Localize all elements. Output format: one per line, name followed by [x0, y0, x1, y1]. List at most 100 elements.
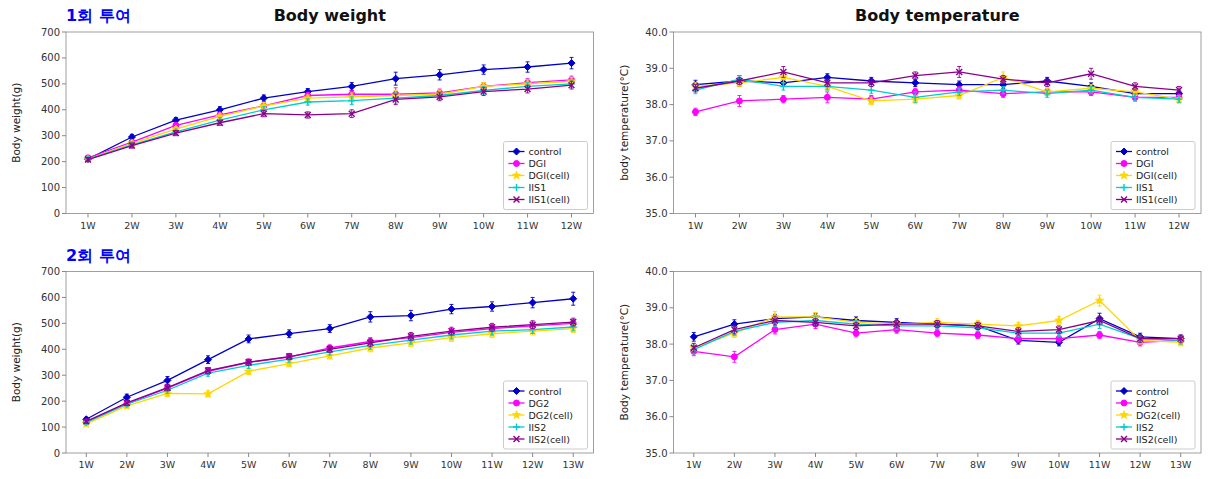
error-bar [328, 346, 332, 352]
point [1176, 96, 1183, 103]
x-tick [1003, 214, 1004, 218]
line [695, 77, 1179, 101]
x-tick [289, 453, 290, 457]
x-tick-label: 3W [168, 220, 184, 231]
line [88, 85, 572, 159]
legend-marker [1120, 171, 1129, 179]
x-tick-label: 4W [212, 220, 228, 231]
x-tick [1091, 214, 1092, 218]
legend-marker [1121, 197, 1127, 203]
error-bar [976, 331, 980, 338]
legend-marker [513, 424, 520, 431]
x-tick-label: 11W [1124, 220, 1146, 231]
series [85, 81, 574, 162]
x-tick [1099, 453, 1100, 457]
y-tick-label: 500 [41, 318, 60, 329]
point [956, 88, 963, 95]
error-bar [957, 66, 961, 77]
point [164, 377, 171, 384]
x-tick-label: 3W [767, 459, 783, 470]
point [1088, 87, 1095, 94]
point [894, 321, 900, 327]
x-tick-label: 7W [930, 459, 946, 470]
x-tick-label: 9W [403, 459, 419, 470]
annotation: 1회 투여 [66, 6, 131, 25]
legend-marker [514, 161, 520, 167]
point [304, 99, 311, 106]
legend-label: control [529, 146, 562, 157]
error-bar [218, 120, 222, 125]
panel: 35.036.037.038.039.040.01W2W3W4W5W6W7W8W… [618, 6, 1202, 231]
x-tick [208, 453, 209, 457]
point [912, 79, 919, 86]
annotation: 2회 투여 [66, 246, 131, 265]
error-bar [737, 96, 741, 107]
line [88, 80, 572, 158]
point [690, 333, 697, 340]
x-tick-label: 7W [322, 459, 338, 470]
point [772, 318, 778, 324]
point [173, 130, 179, 136]
error-bar [854, 322, 858, 329]
point [327, 346, 333, 352]
x-tick-label: 6W [889, 459, 905, 470]
point [1178, 336, 1184, 342]
y-tick [62, 297, 66, 298]
y-tick [62, 349, 66, 350]
point [436, 71, 443, 78]
point [813, 319, 819, 325]
x-tick-label: 8W [970, 459, 986, 470]
legend: controlDG2DG2(cell)IIS2IIS2(cell) [504, 381, 588, 449]
error-bar [773, 316, 777, 325]
y-tick [62, 323, 66, 324]
plot-frame [674, 272, 1202, 454]
series [84, 77, 576, 163]
y-tick [670, 271, 674, 272]
x-tick [87, 214, 88, 218]
y-tick-label: 300 [41, 130, 60, 141]
series [690, 295, 1185, 352]
point [217, 120, 223, 126]
x-tick [219, 214, 220, 218]
point [912, 94, 919, 101]
x-tick [734, 453, 735, 457]
error-bar [84, 419, 88, 423]
line [86, 329, 573, 424]
legend-label: IIS1(cell) [1136, 194, 1177, 205]
line [695, 79, 1179, 99]
point [1095, 296, 1104, 304]
title: Body temperature [855, 6, 1020, 25]
legend-box [1111, 142, 1195, 210]
error-bar [781, 66, 785, 77]
point [448, 306, 455, 313]
point [824, 80, 830, 86]
x-tick-label: 7W [952, 220, 968, 231]
x-tick [573, 453, 574, 457]
point [1055, 316, 1064, 324]
legend-label: DG2 [529, 398, 550, 409]
point [529, 299, 536, 306]
error-bar [409, 332, 413, 340]
point [772, 327, 778, 333]
x-tick [915, 214, 916, 218]
series [83, 319, 576, 424]
x-tick [977, 453, 978, 457]
plot-area [691, 66, 1183, 115]
x-tick [937, 453, 938, 457]
point [569, 82, 575, 88]
series [690, 316, 1184, 354]
y-tick [62, 32, 66, 33]
x-tick-label: 3W [776, 220, 792, 231]
y-tick-label: 38.0 [645, 339, 667, 350]
error-bar [781, 96, 785, 103]
error-bar [693, 85, 697, 92]
point [480, 66, 487, 73]
y-tick [62, 109, 66, 110]
error-bar [1138, 335, 1142, 342]
x-tick [896, 453, 897, 457]
y-tick-label: 0 [54, 208, 60, 219]
y-tick-label: 40.0 [645, 266, 667, 277]
point [129, 143, 135, 149]
y-tick [62, 375, 66, 376]
y-tick-label: 40.0 [645, 27, 667, 38]
